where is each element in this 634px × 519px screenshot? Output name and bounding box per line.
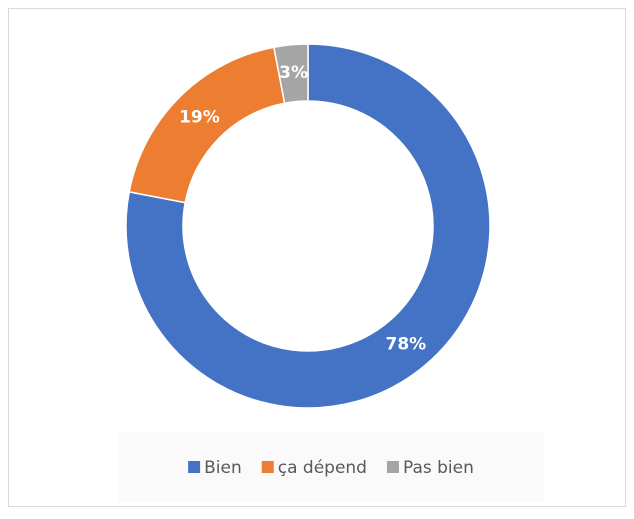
donut-slice xyxy=(273,43,309,105)
data-label: 3% xyxy=(279,63,308,83)
legend-label: ça dépend xyxy=(278,458,367,478)
legend-swatch xyxy=(386,461,399,473)
legend-swatch xyxy=(261,461,274,473)
legend-label: Bien xyxy=(204,458,242,478)
data-label: 78% xyxy=(385,334,426,354)
data-label: 19% xyxy=(179,107,220,127)
legend-swatch xyxy=(188,461,201,473)
donut-slice xyxy=(125,43,491,409)
legend-label: Pas bien xyxy=(403,458,474,478)
